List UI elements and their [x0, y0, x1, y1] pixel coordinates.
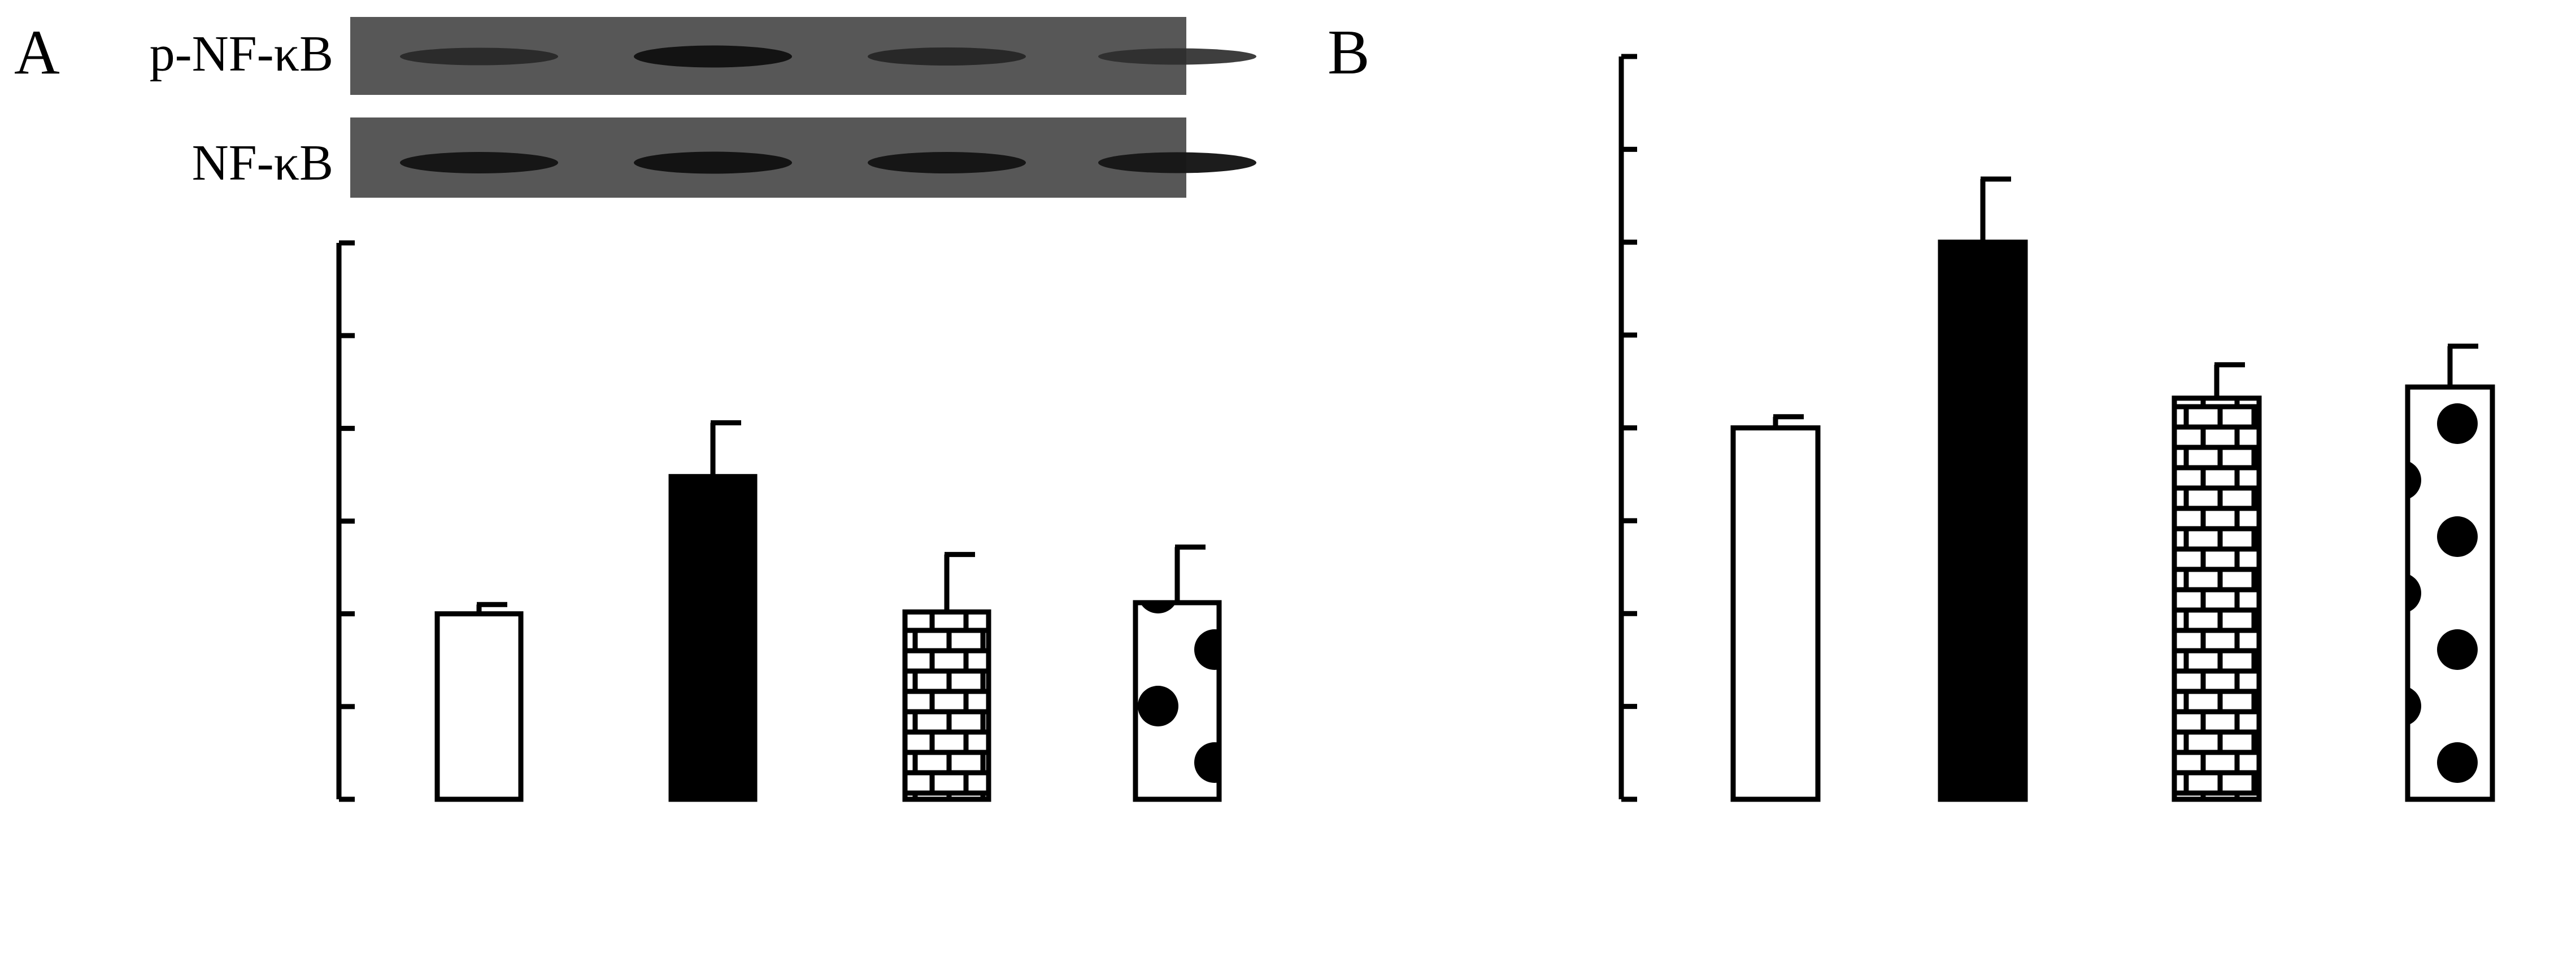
bar-white: [434, 611, 524, 802]
panel-b-label: B: [1328, 18, 1370, 88]
blot-band: [634, 45, 792, 68]
bar-white: [1730, 425, 1821, 802]
blot-nfkb-label: NF-κB: [192, 135, 333, 191]
bar-dots: [2405, 384, 2495, 802]
blot-band: [634, 151, 792, 174]
bar-black: [1938, 240, 2028, 802]
panel-b: B: [1328, 18, 2495, 802]
blot-nfkb: NF-κB: [192, 117, 1256, 198]
blot-band: [868, 47, 1026, 66]
blot-p-nfkb: p-NF-κB: [150, 17, 1256, 95]
blot-band: [400, 47, 558, 66]
bar-dots: [1133, 600, 1222, 802]
chart-b: [1618, 54, 2495, 802]
bar-black: [668, 474, 758, 802]
chart-a: [336, 240, 1222, 802]
blot-nfkb-bands: [400, 151, 1256, 174]
blot-band: [1098, 152, 1256, 173]
blot-p-nfkb-label: p-NF-κB: [150, 26, 333, 82]
bar-brick: [902, 609, 991, 802]
panel-a: A p-NF-κB NF-κB: [14, 17, 1256, 802]
panel-a-label: A: [14, 18, 60, 88]
bar-brick: [2172, 395, 2262, 802]
blot-band: [868, 152, 1026, 173]
blot-p-nfkb-bands: [400, 45, 1256, 68]
blot-band: [1098, 48, 1256, 65]
blot-band: [400, 152, 558, 173]
